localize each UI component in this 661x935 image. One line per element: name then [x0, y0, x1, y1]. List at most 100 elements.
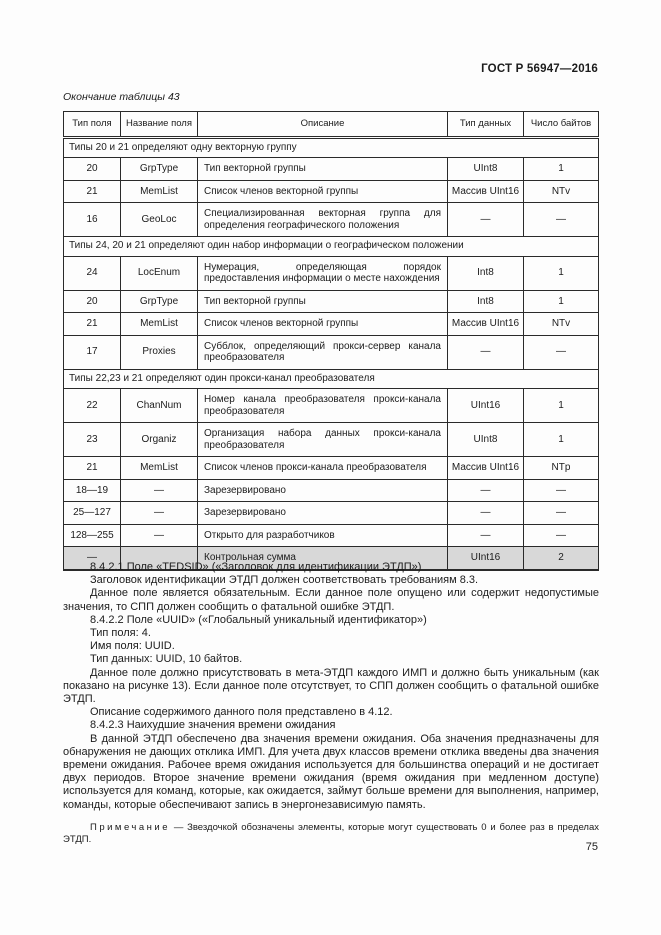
- cell-field-name: MemList: [120, 179, 198, 203]
- cell-data-type: UInt8: [447, 157, 524, 181]
- cell-description: Зарезервировано: [197, 478, 448, 502]
- note-label: Примечание: [90, 821, 170, 833]
- table-section-row: Типы 20 и 21 определяют одну векторную г…: [63, 136, 599, 158]
- body-text: 8.4.2.1 Поле «TEDSID» («Заголовок для ид…: [63, 561, 599, 847]
- paragraph-heading-8422: 8.4.2.2 Поле «UUID» («Глобальный уникаль…: [90, 613, 427, 626]
- cell-description: Нумерация, определяющая порядок предоста…: [197, 255, 448, 291]
- cell-data-type: UInt16: [447, 388, 524, 423]
- note-text: — Звездочкой обозначены элементы, которы…: [63, 821, 599, 846]
- cell-field-type: 20: [63, 289, 121, 313]
- table-row-checksum: — Контрольная сумма UInt16 2: [63, 546, 599, 571]
- cell-field-name: GeoLoc: [120, 202, 198, 237]
- table-section-row: Типы 24, 20 и 21 определяют один набор и…: [63, 236, 599, 257]
- cell-field-name: —: [120, 478, 198, 502]
- cell-description: Контрольная сумма: [197, 546, 448, 571]
- table-row: 17 Proxies Субблок, определяющий прокси-…: [63, 334, 599, 370]
- cell-description: Номер канала преобразователя прокси-кана…: [197, 388, 448, 423]
- cell-data-type: UInt16: [447, 546, 524, 571]
- cell-description: Субблок, определяющий прокси-сервер кана…: [197, 334, 448, 370]
- cell-description: Тип векторной группы: [197, 157, 448, 181]
- cell-description: Открыто для разработчиков: [197, 523, 448, 547]
- cell-field-type: 21: [63, 456, 121, 480]
- cell-field-type: 21: [63, 312, 121, 336]
- paragraph: Описание содержимого данного поля предст…: [90, 706, 393, 719]
- cell-byte-count: —: [523, 334, 599, 370]
- cell-field-name: —: [120, 523, 198, 547]
- cell-field-name: Proxies: [120, 334, 198, 370]
- cell-byte-count: NTv: [523, 179, 599, 203]
- cell-data-type: —: [447, 523, 524, 547]
- cell-byte-count: 1: [523, 422, 599, 457]
- header-field-type: Тип поля: [63, 111, 121, 139]
- cell-data-type: —: [447, 334, 524, 370]
- cell-data-type: —: [447, 202, 524, 237]
- cell-field-name: MemList: [120, 312, 198, 336]
- table-caption: Окончание таблицы 43: [63, 91, 180, 103]
- table-section-row: Типы 22,23 и 21 определяют один прокси-к…: [63, 368, 599, 389]
- cell-data-type: —: [447, 478, 524, 502]
- cell-data-type: Int8: [447, 289, 524, 313]
- cell-byte-count: —: [523, 478, 599, 502]
- cell-field-type: 23: [63, 422, 121, 457]
- cell-data-type: Массив UInt16: [447, 179, 524, 203]
- running-head: ГОСТ Р 56947—2016: [481, 63, 598, 75]
- section-label: Типы 24, 20 и 21 определяют один набор и…: [63, 236, 599, 257]
- cell-byte-count: —: [523, 523, 599, 547]
- table-row: 128—255 — Открыто для разработчиков — —: [63, 523, 599, 547]
- cell-description: Специализированная векторная группа для …: [197, 202, 448, 237]
- cell-field-name: MemList: [120, 456, 198, 480]
- header-data-type: Тип данных: [447, 111, 524, 139]
- cell-description: Список членов прокси-канала преобразоват…: [197, 456, 448, 480]
- cell-description: Зарезервировано: [197, 501, 448, 525]
- cell-field-name: —: [120, 501, 198, 525]
- paragraph: Данное поле должно присутствовать в мета…: [63, 666, 599, 706]
- cell-field-type: 128—255: [63, 523, 121, 547]
- table-row: 21 MemList Список членов векторной групп…: [63, 312, 599, 336]
- cell-field-type: 20: [63, 157, 121, 181]
- table-header-row: Тип поля Название поля Описание Тип данн…: [63, 111, 599, 139]
- cell-byte-count: 1: [523, 388, 599, 423]
- cell-description: Список членов векторной группы: [197, 312, 448, 336]
- paragraph: Имя поля: UUID.: [90, 640, 175, 653]
- cell-field-name: Organiz: [120, 422, 198, 457]
- cell-field-type: —: [63, 546, 121, 571]
- cell-data-type: Int8: [447, 255, 524, 291]
- cell-data-type: —: [447, 501, 524, 525]
- cell-data-type: Массив UInt16: [447, 456, 524, 480]
- cell-field-type: 21: [63, 179, 121, 203]
- header-byte-count: Число байтов: [523, 111, 599, 139]
- paragraph: Заголовок идентификации ЭТДП должен соот…: [90, 574, 479, 587]
- table-row: 24 LocEnum Нумерация, определяющая поряд…: [63, 255, 599, 291]
- paragraph: Тип поля: 4.: [90, 627, 151, 640]
- cell-field-type: 16: [63, 202, 121, 237]
- cell-field-name: ChanNum: [120, 388, 198, 423]
- header-description: Описание: [197, 111, 448, 139]
- table-row: 21 MemList Список членов прокси-канала п…: [63, 456, 599, 480]
- table-row: 20 GrpType Тип векторной группы UInt8 1: [63, 157, 599, 181]
- cell-field-name: LocEnum: [120, 255, 198, 291]
- table-row: 22 ChanNum Номер канала преобразователя …: [63, 388, 599, 423]
- header-field-name: Название поля: [120, 111, 198, 139]
- table-row: 21 MemList Список членов векторной групп…: [63, 179, 599, 203]
- cell-byte-count: NTp: [523, 456, 599, 480]
- cell-byte-count: NTv: [523, 312, 599, 336]
- cell-byte-count: 1: [523, 157, 599, 181]
- cell-data-type: UInt8: [447, 422, 524, 457]
- section-label: Типы 20 и 21 определяют одну векторную г…: [63, 136, 599, 158]
- paragraph: Тип данных: UUID, 10 байтов.: [90, 653, 243, 666]
- cell-field-type: 22: [63, 388, 121, 423]
- cell-field-name: [120, 546, 198, 571]
- cell-byte-count: 1: [523, 289, 599, 313]
- cell-description: Организация набора данных прокси-канала …: [197, 422, 448, 457]
- cell-field-name: GrpType: [120, 289, 198, 313]
- cell-byte-count: —: [523, 202, 599, 237]
- cell-byte-count: 2: [523, 546, 599, 571]
- cell-byte-count: —: [523, 501, 599, 525]
- cell-field-type: 24: [63, 255, 121, 291]
- paragraph: В данной ЭТДП обеспечено два значения вр…: [63, 732, 599, 811]
- table-row: 25—127 — Зарезервировано — —: [63, 501, 599, 525]
- cell-byte-count: 1: [523, 255, 599, 291]
- page-number: 75: [585, 841, 598, 853]
- cell-field-type: 25—127: [63, 501, 121, 525]
